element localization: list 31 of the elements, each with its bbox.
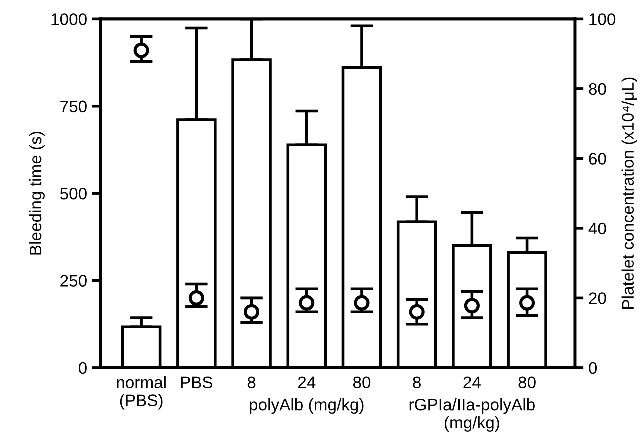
- y-tick-label: 0: [78, 362, 87, 374]
- point: [520, 295, 536, 311]
- x-tick-label: 8: [248, 376, 256, 389]
- x-tick-label: 80: [353, 376, 371, 389]
- y2-tick-label: 40: [588, 222, 606, 235]
- point: [409, 304, 425, 320]
- x-tick-label: normal (PBS): [117, 376, 166, 410]
- x-tick-label: 8: [413, 376, 421, 389]
- y-axis-title: Bleeding time (s): [29, 132, 45, 255]
- text: rGPIa/IIa-polyAlb (mg/kg): [410, 398, 535, 432]
- y2-tick-label: 100: [590, 14, 616, 26]
- point: [134, 42, 150, 58]
- y-tick-label: 1000: [52, 14, 87, 26]
- point: [354, 295, 370, 311]
- y2-axis-title: Platelet concentration (x10⁴/μL): [622, 78, 638, 309]
- y2-tick-label: 0: [589, 362, 598, 374]
- y-tick-label: 750: [60, 100, 87, 113]
- point: [464, 298, 480, 314]
- x-tick-label: PBS: [181, 376, 213, 389]
- y2-tick-label: 80: [589, 83, 606, 96]
- point: [299, 295, 315, 311]
- point: [244, 304, 260, 320]
- x-tick-label: 24: [464, 376, 481, 388]
- point: [188, 290, 204, 306]
- x-tick-label: 24: [298, 376, 316, 388]
- y2-tick-label: 20: [589, 292, 606, 304]
- x-tick-label: 80: [518, 376, 536, 389]
- y-tick-label: 500: [60, 188, 87, 200]
- y2-tick-label: 60: [589, 153, 606, 165]
- text: polyAlb (mg/kg): [250, 398, 364, 414]
- y-tick-label: 250: [60, 275, 87, 287]
